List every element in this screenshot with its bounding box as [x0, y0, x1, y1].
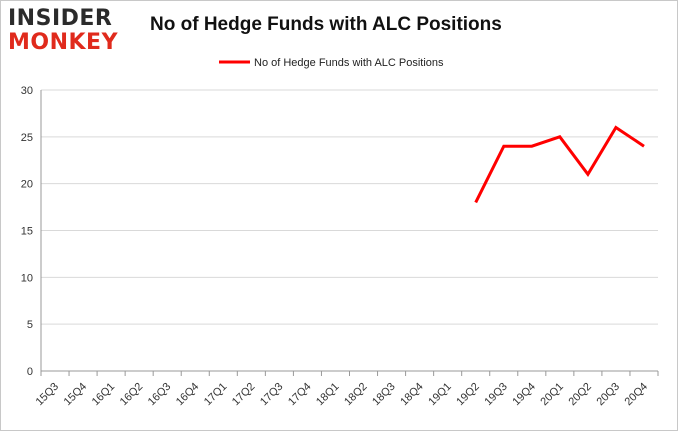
y-tick-label-25: 25 — [21, 132, 33, 144]
series-line-0 — [474, 125, 645, 204]
x-tick-label-17Q2: 17Q2 — [230, 381, 258, 409]
x-tick-label-17Q4: 17Q4 — [286, 381, 314, 409]
legend-label: No of Hedge Funds with ALC Positions — [254, 57, 444, 69]
x-tick-label-19Q1: 19Q1 — [426, 381, 454, 409]
x-tick-label-16Q3: 16Q3 — [146, 381, 174, 409]
x-tick-label-18Q3: 18Q3 — [370, 381, 398, 409]
y-tick-label-0: 0 — [27, 366, 33, 378]
x-tick-label-16Q2: 16Q2 — [118, 381, 146, 409]
x-tick-label-20Q4: 20Q4 — [623, 381, 651, 409]
x-tick-label-19Q4: 19Q4 — [510, 381, 538, 409]
x-tick-label-18Q2: 18Q2 — [342, 381, 370, 409]
legend: No of Hedge Funds with ALC Positions — [219, 57, 444, 69]
logo-line-2: MONKEY — [8, 30, 119, 55]
insider-monkey-logo: INSIDER MONKEY — [8, 6, 128, 56]
x-tick-label-16Q4: 16Q4 — [174, 381, 202, 409]
grid-lines — [41, 89, 658, 325]
chart-title: No of Hedge Funds with ALC Positions — [150, 14, 502, 35]
y-tick-label-30: 30 — [21, 85, 33, 97]
y-tick-label-5: 5 — [27, 319, 33, 331]
x-tick-label-20Q3: 20Q3 — [595, 381, 623, 409]
x-tick-label-17Q3: 17Q3 — [258, 381, 286, 409]
logo-line-1: INSIDER — [8, 6, 113, 31]
x-tick-label-18Q4: 18Q4 — [398, 381, 426, 409]
y-tick-label-10: 10 — [21, 272, 33, 284]
x-tick-label-19Q2: 19Q2 — [454, 381, 482, 409]
y-tick-label-15: 15 — [21, 226, 33, 238]
x-tick-label-15Q4: 15Q4 — [62, 381, 90, 409]
x-tick-label-19Q3: 19Q3 — [482, 381, 510, 409]
x-tick-label-20Q1: 20Q1 — [538, 381, 566, 409]
x-tick-label-18Q1: 18Q1 — [314, 381, 342, 409]
y-tick-label-20: 20 — [21, 179, 33, 191]
x-axis-ticks: 15Q3 15Q4 16Q1 16Q2 16Q3 16Q4 17Q1 17Q2 17Q3 17Q4… — [34, 381, 650, 409]
axes — [40, 90, 659, 376]
x-tick-label-17Q1: 17Q1 — [202, 381, 230, 409]
x-tick-label-20Q2: 20Q2 — [566, 381, 594, 409]
y-axis-ticks: 0 5 10 15 20 25 30 — [21, 85, 33, 378]
series-group — [474, 125, 645, 204]
x-tick-label-16Q1: 16Q1 — [90, 381, 118, 409]
x-tick-label-15Q3: 15Q3 — [34, 381, 62, 409]
